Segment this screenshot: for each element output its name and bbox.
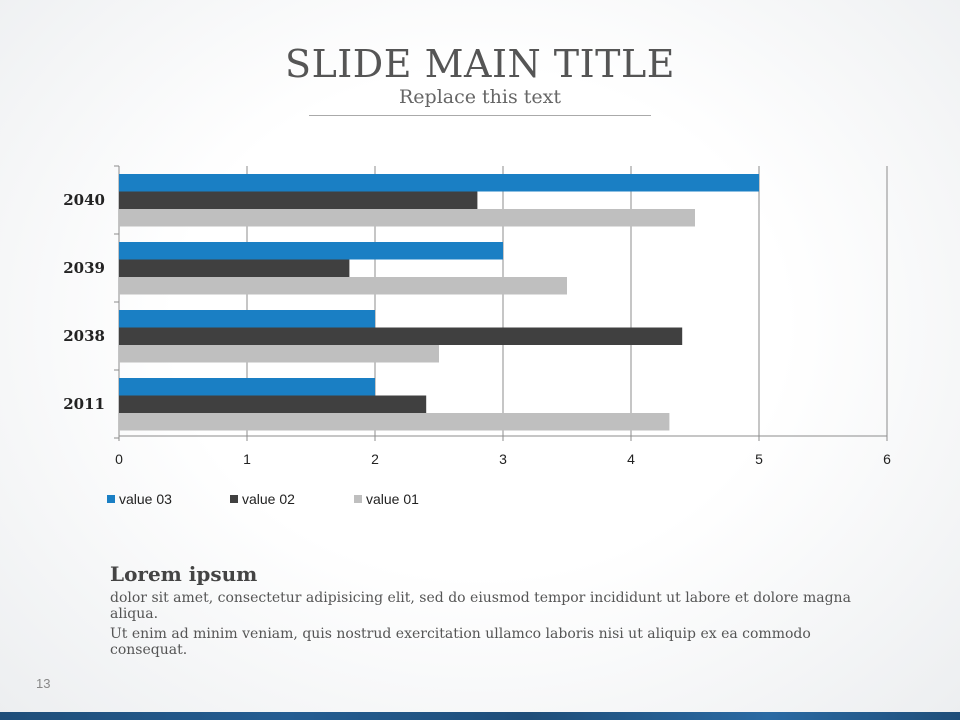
slide-subtitle: Replace this text (398, 86, 561, 108)
x-tick-label: 6 (883, 451, 891, 467)
bar (119, 327, 683, 345)
slide-title: SLIDE MAIN TITLE (285, 42, 675, 86)
bar (119, 259, 350, 277)
x-tick-label: 0 (115, 451, 123, 467)
legend-swatch (230, 495, 238, 503)
x-tick-label: 1 (243, 451, 251, 467)
legend-swatch (354, 495, 362, 503)
bar (119, 277, 567, 295)
category-label: 2040 (63, 191, 105, 209)
category-label: 2011 (63, 395, 105, 413)
legend-item: value 02 (230, 491, 295, 507)
bar (119, 378, 375, 396)
legend-item: value 03 (107, 491, 172, 507)
legend-item: value 01 (354, 491, 419, 507)
legend-label: value 01 (366, 491, 419, 507)
footer-bar (0, 712, 960, 720)
category-label: 2038 (63, 327, 105, 345)
page-number: 13 (36, 676, 51, 691)
bar (119, 395, 427, 413)
text-heading: Lorem ipsum (110, 562, 258, 586)
x-tick-label: 2 (371, 451, 379, 467)
x-tick-label: 5 (755, 451, 763, 467)
title-divider (309, 115, 651, 116)
legend-label: value 02 (242, 491, 295, 507)
x-tick-label: 4 (627, 451, 635, 467)
bar (119, 174, 759, 192)
bar (119, 310, 375, 328)
bar (119, 242, 503, 260)
legend-label: value 03 (119, 491, 172, 507)
bar (119, 345, 439, 363)
bar (119, 191, 478, 209)
text-block: Lorem ipsum dolor sit amet, consectetur … (110, 560, 870, 662)
text-paragraph-1: dolor sit amet, consectetur adipisicing … (110, 590, 851, 622)
bar (119, 413, 670, 431)
category-label: 2039 (63, 259, 105, 277)
legend-swatch (107, 495, 115, 503)
x-tick-label: 3 (499, 451, 507, 467)
bar (119, 209, 695, 227)
text-paragraph-2: Ut enim ad minim veniam, quis nostrud ex… (110, 626, 811, 658)
bar-chart: 0 1 2 3 4 5 6 2040 2039 2038 2011 (63, 165, 891, 467)
